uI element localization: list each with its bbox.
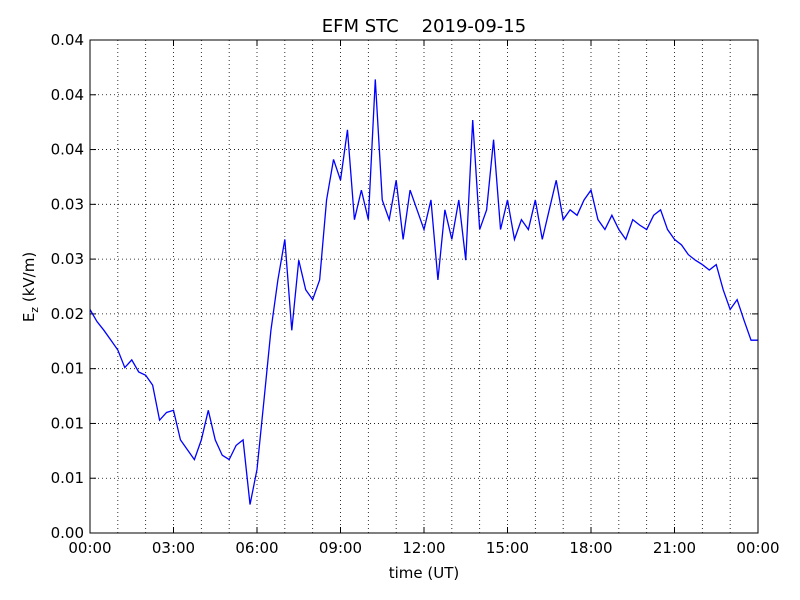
y-axis-label: Ez (kV/m) (20, 252, 41, 322)
x-tick-label: 18:00 (569, 539, 612, 557)
chart-title: EFM STC 2019-09-15 (322, 16, 526, 37)
y-tick-label: 0.03 (51, 250, 84, 268)
y-tick-label: 0.01 (51, 469, 84, 487)
y-tick-label: 0.04 (51, 141, 84, 159)
y-tick-label: 0.04 (51, 86, 84, 104)
x-tick-label: 21:00 (653, 539, 696, 557)
y-tick-label: 0.01 (51, 360, 84, 378)
y-tick-label: 0.00 (51, 524, 84, 542)
y-tick-label: 0.04 (51, 31, 84, 49)
y-tick-label: 0.03 (51, 195, 84, 213)
y-label-sub: z (28, 307, 41, 313)
y-label-main: E (20, 313, 38, 322)
x-tick-label: 15:00 (486, 539, 529, 557)
data-line (89, 79, 758, 505)
x-axis-label: time (UT) (389, 564, 460, 582)
x-tick-label: 00:00 (736, 539, 779, 557)
x-tick-label: 12:00 (402, 539, 445, 557)
x-tick-label: 00:00 (68, 539, 111, 557)
plot-frame (89, 39, 759, 534)
x-tick-label: 09:00 (319, 539, 362, 557)
y-tick-label: 0.02 (51, 305, 84, 323)
y-label-unit: (kV/m) (20, 252, 38, 307)
x-tick-label: 03:00 (152, 539, 195, 557)
x-tick-label: 06:00 (235, 539, 278, 557)
y-tick-label: 0.01 (51, 414, 84, 432)
